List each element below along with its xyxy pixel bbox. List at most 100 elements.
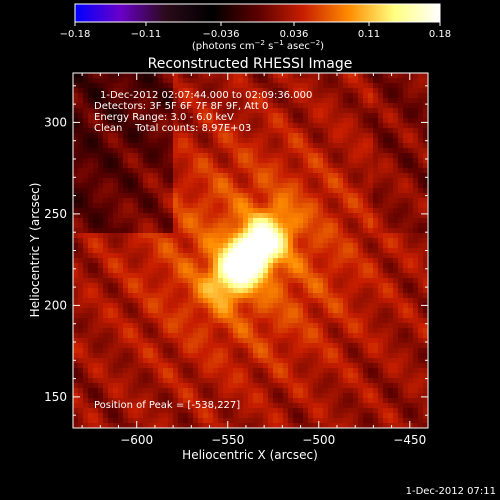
- heatmap-cell: [288, 73, 293, 78]
- heatmap-cell: [293, 358, 298, 363]
- heatmap-cell: [103, 233, 108, 238]
- heatmap-cell: [338, 418, 343, 423]
- heatmap-cell: [358, 398, 363, 403]
- heatmap-cell: [223, 333, 228, 338]
- heatmap-cell: [373, 238, 378, 243]
- heatmap-cell: [113, 333, 118, 338]
- heatmap-cell: [398, 423, 403, 428]
- heatmap-cell: [398, 373, 403, 378]
- heatmap-cell: [298, 273, 303, 278]
- heatmap-cell: [158, 258, 163, 263]
- heatmap-cell: [113, 338, 118, 343]
- heatmap-cell: [278, 228, 283, 233]
- heatmap-cell: [408, 413, 413, 418]
- heatmap-cell: [213, 138, 218, 143]
- heatmap-cell: [303, 208, 308, 213]
- heatmap-cell: [143, 313, 148, 318]
- heatmap-cell: [263, 138, 268, 143]
- heatmap-cell: [353, 413, 358, 418]
- heatmap-cell: [308, 233, 313, 238]
- heatmap-cell: [373, 393, 378, 398]
- heatmap-cell: [323, 223, 328, 228]
- heatmap-cell: [368, 288, 373, 293]
- heatmap-cell: [323, 173, 328, 178]
- heatmap-cell: [133, 173, 138, 178]
- heatmap-cell: [413, 103, 418, 108]
- heatmap-cell: [78, 148, 83, 153]
- heatmap-cell: [418, 158, 423, 163]
- heatmap-cell: [373, 73, 378, 78]
- heatmap-cell: [333, 168, 338, 173]
- heatmap-cell: [248, 148, 253, 153]
- heatmap-cell: [213, 88, 218, 93]
- heatmap-cell: [173, 78, 178, 83]
- heatmap-cell: [153, 278, 158, 283]
- heatmap-cell: [93, 163, 98, 168]
- heatmap-cell: [138, 253, 143, 258]
- heatmap-cell: [278, 258, 283, 263]
- heatmap-cell: [238, 238, 243, 243]
- heatmap-cell: [328, 423, 333, 428]
- heatmap-cell: [348, 83, 353, 88]
- heatmap-cell: [178, 328, 183, 333]
- heatmap-cell: [393, 303, 398, 308]
- heatmap-cell: [153, 223, 158, 228]
- heatmap-cell: [403, 213, 408, 218]
- heatmap-cell: [253, 238, 258, 243]
- heatmap-cell: [258, 328, 263, 333]
- heatmap-cell: [98, 243, 103, 248]
- heatmap-cell: [418, 143, 423, 148]
- heatmap-cell: [98, 318, 103, 323]
- heatmap-cell: [373, 133, 378, 138]
- heatmap-cell: [268, 268, 273, 273]
- heatmap-cell: [148, 363, 153, 368]
- heatmap-cell: [283, 388, 288, 393]
- heatmap-cell: [363, 98, 368, 103]
- heatmap-cell: [263, 283, 268, 288]
- heatmap-cell: [378, 383, 383, 388]
- heatmap-cell: [133, 258, 138, 263]
- heatmap-cell: [378, 73, 383, 78]
- heatmap-cell: [158, 118, 163, 123]
- heatmap-cell: [288, 163, 293, 168]
- heatmap-cell: [123, 318, 128, 323]
- heatmap-cell: [408, 158, 413, 163]
- heatmap-cell: [138, 183, 143, 188]
- heatmap-cell: [118, 263, 123, 268]
- heatmap-cell: [353, 138, 358, 143]
- heatmap-cell: [213, 248, 218, 253]
- heatmap-cell: [303, 133, 308, 138]
- heatmap-cell: [413, 368, 418, 373]
- heatmap-cell: [78, 78, 83, 83]
- heatmap-cell: [223, 338, 228, 343]
- heatmap-cell: [118, 338, 123, 343]
- heatmap-cell: [343, 263, 348, 268]
- heatmap-cell: [313, 113, 318, 118]
- heatmap-cell: [78, 413, 83, 418]
- heatmap-cell: [223, 343, 228, 348]
- heatmap-cell: [213, 368, 218, 373]
- heatmap-cell: [233, 163, 238, 168]
- heatmap-cell: [368, 93, 373, 98]
- heatmap-cell: [268, 403, 273, 408]
- heatmap-cell: [408, 323, 413, 328]
- heatmap-cell: [288, 288, 293, 293]
- heatmap-cell: [258, 338, 263, 343]
- heatmap-cell: [333, 343, 338, 348]
- heatmap-cell: [178, 423, 183, 428]
- heatmap-cell: [83, 403, 88, 408]
- heatmap-cell: [158, 408, 163, 413]
- heatmap-cell: [128, 328, 133, 333]
- heatmap-cell: [408, 373, 413, 378]
- heatmap-cell: [108, 118, 113, 123]
- heatmap-cell: [153, 203, 158, 208]
- heatmap-cell: [268, 283, 273, 288]
- heatmap-cell: [198, 203, 203, 208]
- heatmap-cell: [253, 188, 258, 193]
- heatmap-cell: [248, 403, 253, 408]
- heatmap-cell: [103, 413, 108, 418]
- heatmap-cell: [293, 143, 298, 148]
- heatmap-cell: [218, 333, 223, 338]
- heatmap-cell: [288, 328, 293, 333]
- heatmap-cell: [143, 98, 148, 103]
